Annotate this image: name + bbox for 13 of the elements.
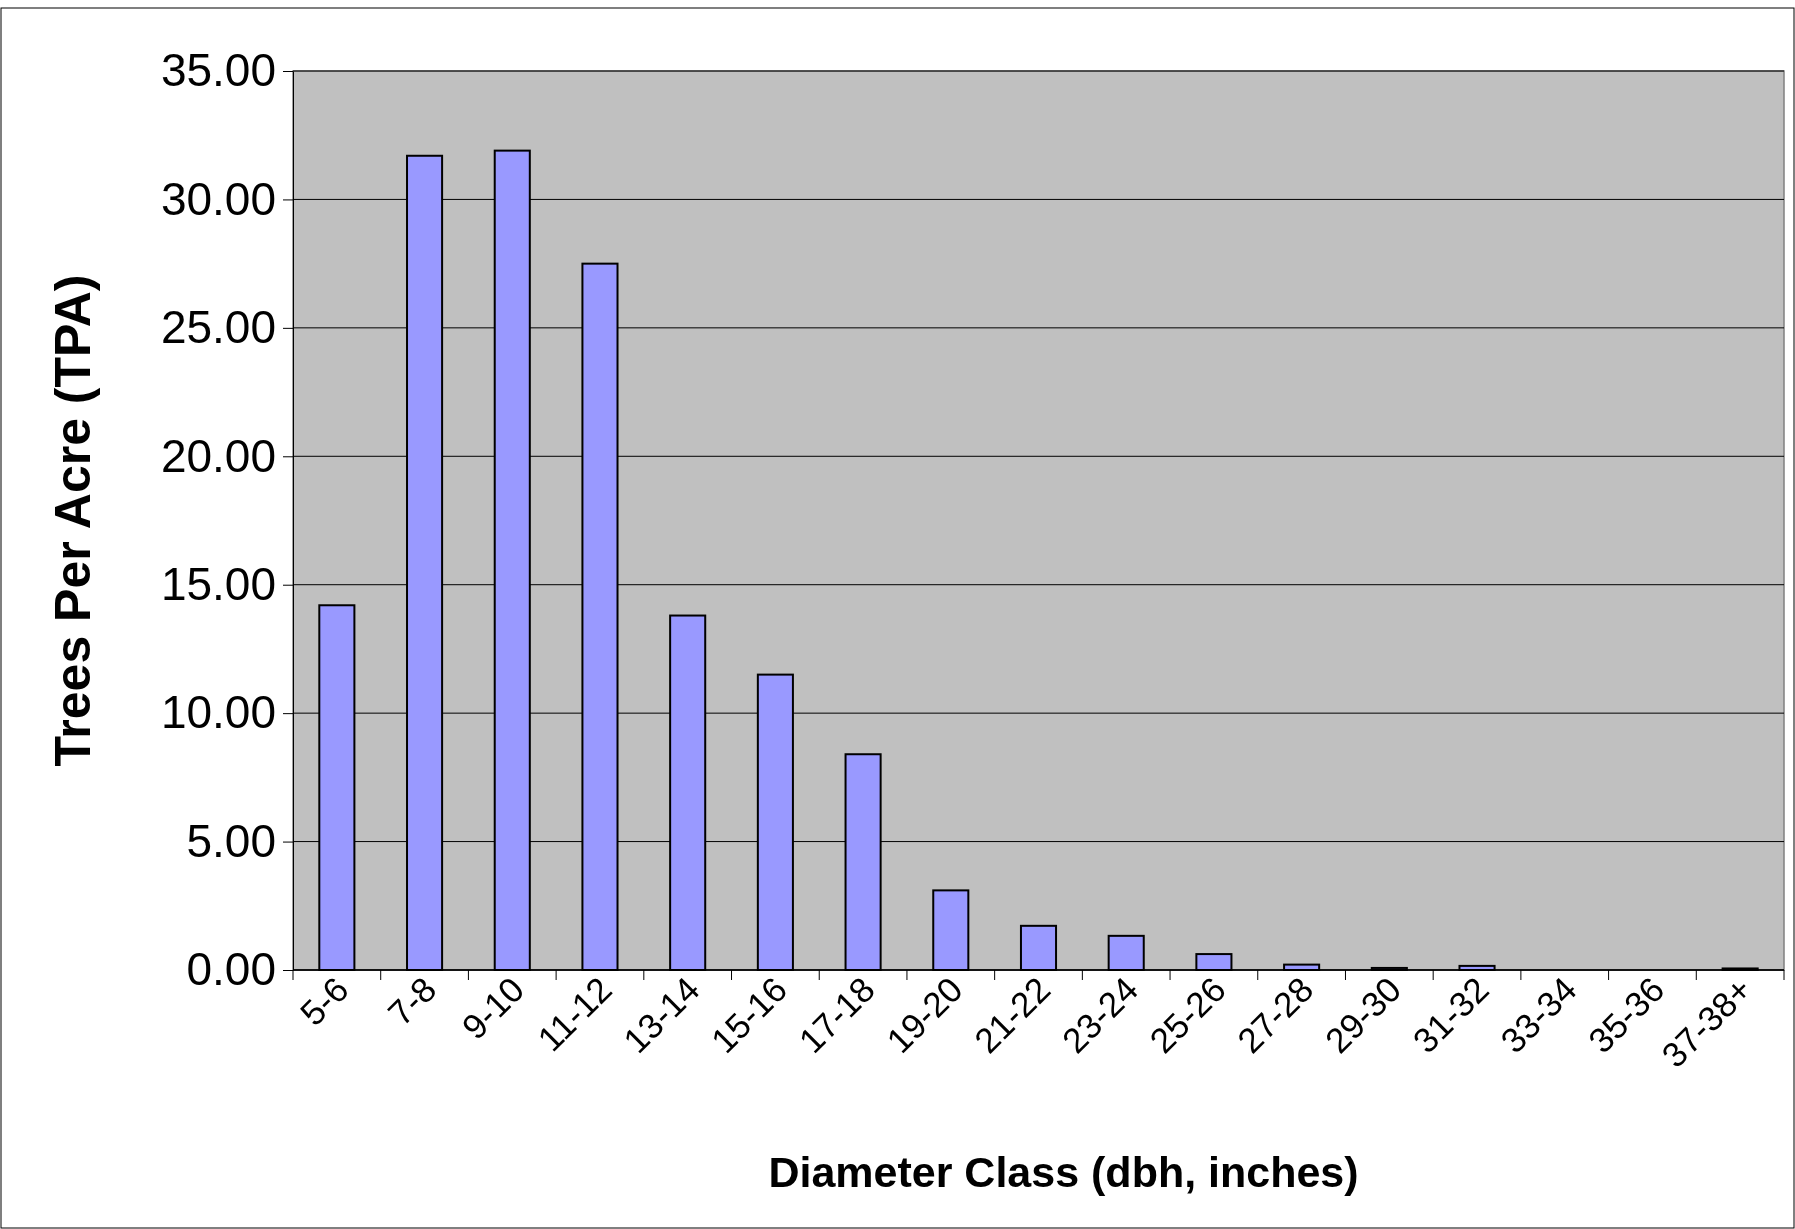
x-tick-label: 7-8 (380, 969, 444, 1033)
y-tick-label: 30.00 (160, 172, 276, 225)
y-tick-label: 5.00 (186, 814, 276, 867)
y-tick-label: 35.00 (160, 44, 276, 97)
y-tick-label: 25.00 (160, 301, 276, 354)
y-tick-label: 10.00 (160, 686, 276, 739)
x-axis-title: Diameter Class (dbh, inches) (768, 1148, 1359, 1196)
y-tick-label: 15.00 (160, 557, 276, 610)
y-tick-label: 0.00 (186, 943, 276, 996)
x-tick-label: 9-10 (454, 969, 532, 1047)
y-axis-title: Trees Per Acre (TPA) (45, 274, 101, 767)
y-tick-label: 20.00 (160, 429, 276, 482)
x-tick-label: 5-6 (292, 969, 356, 1033)
